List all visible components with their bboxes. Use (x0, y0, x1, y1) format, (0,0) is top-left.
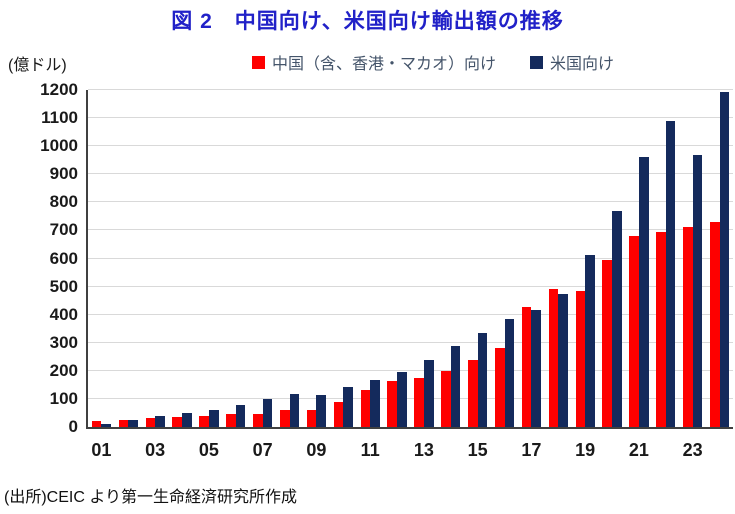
bar-china-05 (199, 415, 209, 427)
bar-china-19 (575, 290, 586, 427)
x-tick-label: 11 (360, 440, 380, 460)
bar-us-07 (262, 398, 273, 427)
legend-item-china: 中国（含、香港・マカオ）向け (252, 50, 496, 74)
bar-china-10 (333, 402, 344, 427)
x-tick-label: 19 (575, 440, 596, 460)
bar-china-20 (602, 260, 613, 427)
grid-line (88, 313, 733, 315)
bar-us-17 (531, 310, 542, 427)
x-tick-label: 01 (91, 440, 112, 460)
bar-us-06 (235, 404, 246, 427)
y-tick-label: 0 (68, 417, 78, 436)
y-tick-label: 300 (49, 332, 78, 352)
bar-us-01 (101, 423, 112, 427)
bar-china-08 (279, 410, 290, 427)
x-tick-label: 07 (252, 440, 273, 460)
y-tick-label: 100 (49, 388, 78, 408)
bar-us-23 (692, 155, 703, 427)
grid-line (88, 285, 733, 287)
bar-china-11 (360, 389, 371, 427)
x-axis: 01 03 05 07 09 11 13 15 17 19 21 23 (88, 440, 733, 464)
x-tick-label: 23 (682, 440, 703, 460)
bar-us-20 (612, 210, 622, 427)
x-tick-label: 03 (145, 440, 166, 460)
grid-line (88, 229, 733, 231)
bar-us-03 (155, 416, 165, 427)
y-tick-label: 1100 (41, 108, 78, 128)
bar-us-22 (665, 120, 676, 427)
bar-china-18 (548, 288, 559, 427)
grid-line (88, 397, 733, 399)
bar-us-16 (504, 318, 515, 427)
bar-china-17 (521, 306, 532, 427)
bar-us-02 (128, 419, 138, 427)
x-tick-label: 21 (628, 440, 649, 460)
y-tick-label: 600 (49, 248, 78, 268)
x-tick-label: 15 (467, 440, 488, 460)
bar-china-12 (387, 381, 398, 427)
bar-us-09 (316, 395, 327, 427)
grid-line (88, 201, 733, 203)
bar-china-01 (91, 421, 102, 427)
bar-china-14 (441, 370, 451, 427)
grid-line (88, 89, 733, 90)
y-tick-label: 1200 (40, 80, 78, 99)
bar-china-24 (709, 221, 720, 427)
y-tick-label: 500 (49, 276, 78, 296)
grid-line (88, 341, 733, 343)
legend-label-china: 中国（含、香港・マカオ）向け (272, 56, 497, 73)
y-axis: 0 100 200 300 400 500 600 700 800 900 1000 1100 1200 (0, 80, 78, 436)
grid-line (88, 173, 733, 175)
legend-swatch-china (252, 55, 265, 69)
bar-china-21 (629, 236, 639, 427)
plot-area (86, 89, 733, 429)
bar-us-10 (343, 387, 353, 427)
bar-china-09 (306, 410, 317, 427)
source-note: (出所)CEIC より第一生命経済研究所作成 (4, 489, 298, 506)
chart-title: 図 2 中国向け、米国向け輸出額の推移 (171, 10, 564, 33)
bar-china-06 (226, 414, 236, 427)
legend-label-us: 米国向け (550, 56, 615, 73)
bar-china-02 (118, 419, 129, 427)
y-tick-label: 400 (49, 304, 78, 324)
bar-china-22 (656, 231, 666, 427)
bar-us-08 (289, 393, 300, 427)
bar-us-12 (397, 371, 407, 427)
bar-china-15 (468, 359, 478, 427)
grid-line (88, 257, 733, 259)
bar-us-15 (477, 332, 488, 427)
y-tick-label: 700 (49, 220, 78, 240)
x-tick-label: 09 (306, 440, 327, 460)
y-tick-label: 800 (49, 192, 78, 212)
bar-china-03 (145, 418, 156, 427)
x-tick-label: 05 (198, 440, 219, 460)
x-tick-label: 17 (521, 440, 542, 460)
y-tick-label: 200 (49, 360, 78, 380)
bar-us-18 (558, 293, 568, 427)
bar-china-16 (494, 348, 505, 427)
legend: 中国（含、香港・マカオ）向け 米国向け (252, 50, 614, 74)
grid-line (88, 369, 733, 371)
grid-line (88, 117, 733, 119)
legend-item-us: 米国向け (530, 50, 614, 74)
bar-us-24 (719, 92, 730, 427)
y-tick-label: 900 (49, 164, 78, 184)
bar-us-05 (208, 410, 219, 427)
bar-us-19 (585, 254, 595, 427)
grid-line (88, 145, 733, 147)
bar-us-14 (450, 346, 461, 427)
bar-china-13 (414, 378, 424, 427)
bar-china-04 (172, 417, 183, 427)
y-axis-unit-label: (億ドル) (8, 57, 67, 74)
bar-china-23 (683, 227, 693, 427)
legend-swatch-us (530, 55, 544, 69)
bar-us-21 (638, 156, 649, 427)
bar-us-04 (182, 412, 192, 427)
x-tick-label: 13 (413, 440, 434, 460)
bar-us-13 (423, 359, 434, 427)
bar-china-07 (253, 414, 263, 427)
bar-us-11 (370, 379, 380, 427)
y-tick-label: 1000 (40, 136, 78, 156)
